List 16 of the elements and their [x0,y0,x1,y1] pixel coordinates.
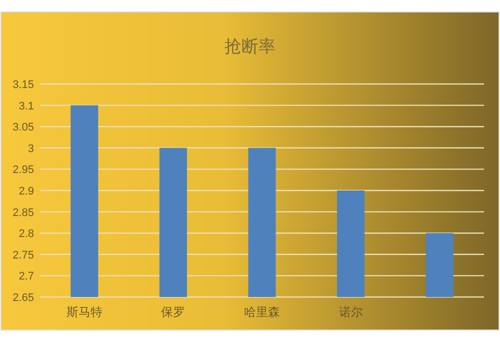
x-tick-label: 诺尔 [338,305,363,319]
chart-title: 抢断率 [224,37,276,56]
y-tick-label: 2.75 [12,249,34,262]
y-tick-label: 2.95 [12,164,34,176]
y-tick-label: 3.1 [18,100,34,112]
y-tick-label: 2.9 [18,186,34,198]
x-tick-label: 哈里森 [244,305,280,319]
x-tick-label: 保罗 [161,305,186,319]
y-tick-label: 3.15 [12,79,34,91]
y-tick-label: 2.65 [12,292,34,304]
x-tick-label: 斯马特 [66,305,102,319]
y-tick-label: 3 [28,142,34,155]
y-tick-label: 2.7 [18,270,34,283]
y-tick-label: 2.8 [18,228,34,240]
y-tick-label: 2.85 [12,206,34,219]
y-tick-label: 3.05 [12,122,34,134]
